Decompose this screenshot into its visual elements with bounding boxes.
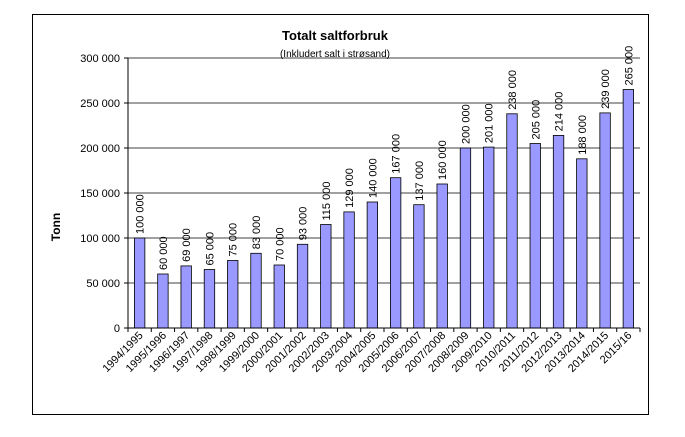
data-labels: 100 000 60 000 69 000 65 000 75 000 83 000 70 … (135, 46, 636, 270)
data-label: 69 000 (181, 228, 193, 262)
data-label: 239 000 (600, 69, 612, 109)
chart-frame: Totalt saltforbruk (Inkludert salt i str… (32, 14, 649, 415)
data-label: 160 000 (437, 140, 449, 180)
data-label: 265 000 (623, 46, 635, 86)
bars (134, 89, 634, 329)
chart-title: Totalt saltforbruk (282, 28, 389, 43)
data-label: 201 000 (484, 103, 496, 143)
data-label: 65 000 (204, 232, 216, 266)
data-label: 137 000 (414, 161, 426, 201)
axes (127, 58, 640, 329)
data-label: 205 000 (530, 100, 542, 140)
data-label: 167 000 (391, 134, 403, 174)
bar (320, 224, 332, 329)
bar-chart: Totalt saltforbruk (Inkludert salt i str… (49, 28, 641, 375)
bar (622, 89, 634, 329)
bar (227, 260, 239, 329)
y-axis-label: Tonn (49, 213, 63, 241)
y-tick-label: 0 (114, 323, 120, 335)
bar (483, 146, 495, 329)
data-label: 75 000 (228, 223, 240, 257)
data-label: 115 000 (321, 182, 333, 221)
bar (157, 273, 169, 329)
x-axis-ticks: 1994/19951995/19961996/19971997/19981998… (101, 328, 641, 375)
bar (343, 211, 355, 329)
data-label: 188 000 (577, 115, 589, 155)
bar (459, 147, 472, 329)
y-axis-ticks: 0 50 000 100 000 150 000 200 000 250 000 300 0… (80, 53, 128, 335)
data-label: 238 000 (507, 70, 519, 110)
bar (273, 264, 285, 329)
data-label: 200 000 (460, 104, 472, 144)
chart-subtitle: (Inkludert salt i strøsand) (280, 49, 390, 60)
data-label: 214 000 (554, 92, 566, 132)
data-label: 129 000 (344, 168, 356, 208)
y-tick-label: 100 000 (80, 233, 120, 245)
bar (203, 269, 216, 329)
bar (296, 243, 309, 329)
data-label: 83 000 (251, 216, 263, 250)
bar (599, 112, 611, 329)
bar (436, 183, 448, 329)
y-tick-label: 150 000 (80, 188, 120, 200)
data-label: 60 000 (158, 236, 170, 270)
bar (389, 177, 402, 329)
data-label: 140 000 (367, 158, 379, 198)
data-label: 100 000 (135, 194, 147, 234)
y-tick-label: 300 000 (80, 53, 120, 65)
bar (250, 252, 262, 329)
data-label: 93 000 (298, 207, 310, 241)
bar (506, 113, 518, 329)
bar (366, 201, 378, 329)
bar (529, 143, 541, 329)
y-tick-label: 200 000 (80, 143, 120, 155)
bar (552, 135, 565, 329)
y-tick-label: 50 000 (86, 278, 120, 290)
bar (413, 204, 425, 329)
data-label: 70 000 (274, 227, 286, 261)
bar (134, 237, 146, 329)
bar (180, 265, 192, 329)
y-tick-label: 250 000 (80, 98, 120, 110)
bar (576, 158, 588, 329)
